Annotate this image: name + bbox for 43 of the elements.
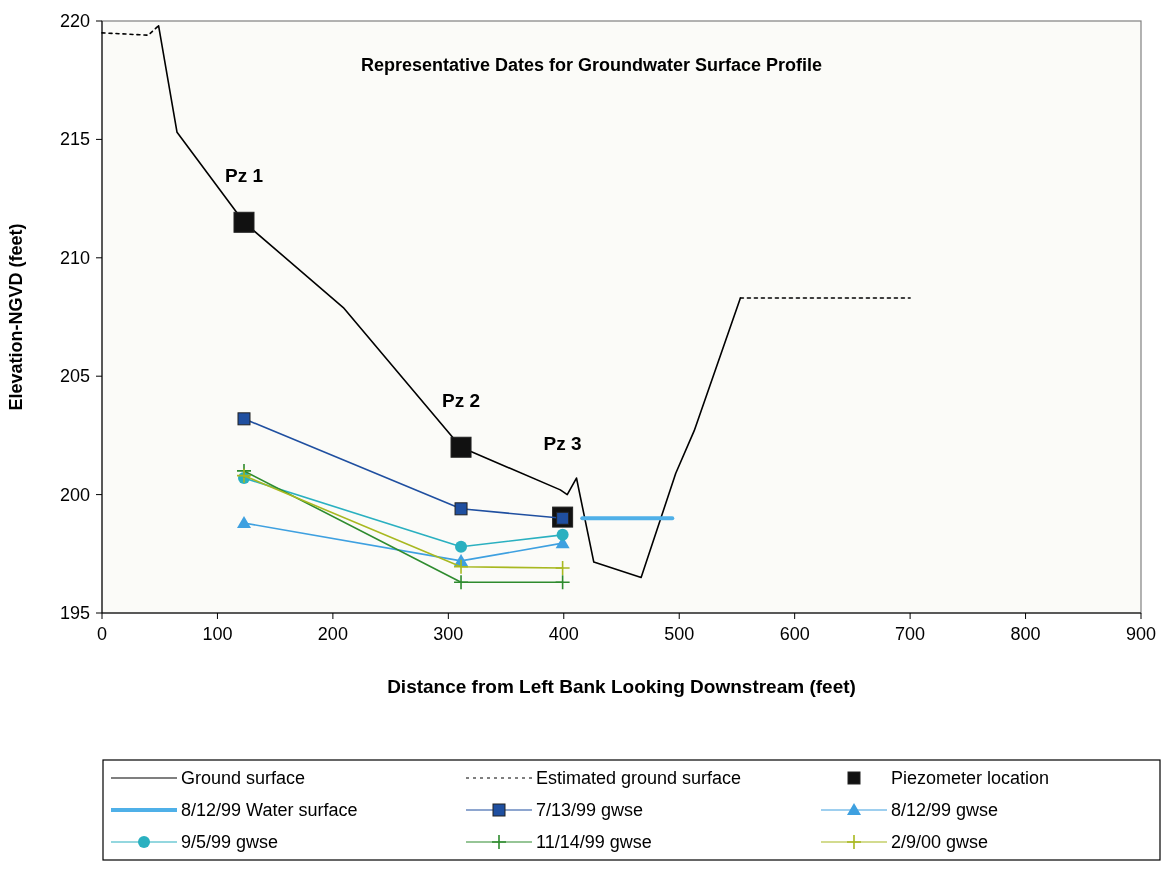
point <box>554 574 571 591</box>
legend-label: 11/14/99 gwse <box>536 832 652 852</box>
legend-label: Piezometer location <box>891 768 1050 788</box>
x-tick-label: 200 <box>317 624 348 644</box>
x-tick-label: 400 <box>548 624 579 644</box>
point <box>455 540 468 553</box>
point <box>237 516 251 529</box>
annotation: Pz 1 <box>224 165 264 187</box>
legend-label: 9/5/99 gwse <box>181 832 279 852</box>
point <box>454 502 468 516</box>
y-axis-title: Elevation-NGVD (feet) <box>6 223 26 411</box>
x-tick-label: 900 <box>1125 624 1157 644</box>
y-tick-label: 210 <box>59 247 90 268</box>
x-tick-label: 600 <box>779 624 810 644</box>
y-tick-label: 220 <box>59 11 90 31</box>
point <box>453 559 469 575</box>
x-axis-title: Distance from Left Bank Looking Downstream (feet) <box>387 676 856 697</box>
legend-label: 8/12/99 gwse <box>891 800 999 820</box>
x-tick-label: 300 <box>433 624 464 644</box>
legend-label: 2/9/00 gwse <box>891 832 989 852</box>
point <box>556 528 569 541</box>
text: Representative Dates for Groundwater Surface Profile <box>360 55 823 75</box>
y-tick-label: 205 <box>59 366 90 387</box>
x-tick-label: 700 <box>895 624 926 644</box>
legend-label: Estimated ground surface <box>536 768 742 788</box>
x-tick-label: 100 <box>202 624 233 644</box>
y-tick-label: 200 <box>59 484 90 505</box>
y-tick-label: 195 <box>59 603 90 623</box>
x-tick-label: 0 <box>96 624 108 644</box>
point <box>237 412 251 426</box>
legend-label: 8/12/99 Water surface <box>181 800 358 820</box>
x-tick-label: 500 <box>664 624 695 644</box>
x-tick-label: 800 <box>1010 624 1041 644</box>
y-tick-label: 215 <box>59 129 90 150</box>
legend-label: Ground surface <box>181 768 306 788</box>
annotation: Pz 3 <box>543 432 582 454</box>
point <box>554 560 571 576</box>
point <box>233 211 255 233</box>
point <box>453 574 469 591</box>
point <box>236 467 252 484</box>
annotation: Pz 2 <box>442 390 481 412</box>
point <box>450 436 472 458</box>
legend-label: 7/13/99 gwse <box>536 800 644 820</box>
